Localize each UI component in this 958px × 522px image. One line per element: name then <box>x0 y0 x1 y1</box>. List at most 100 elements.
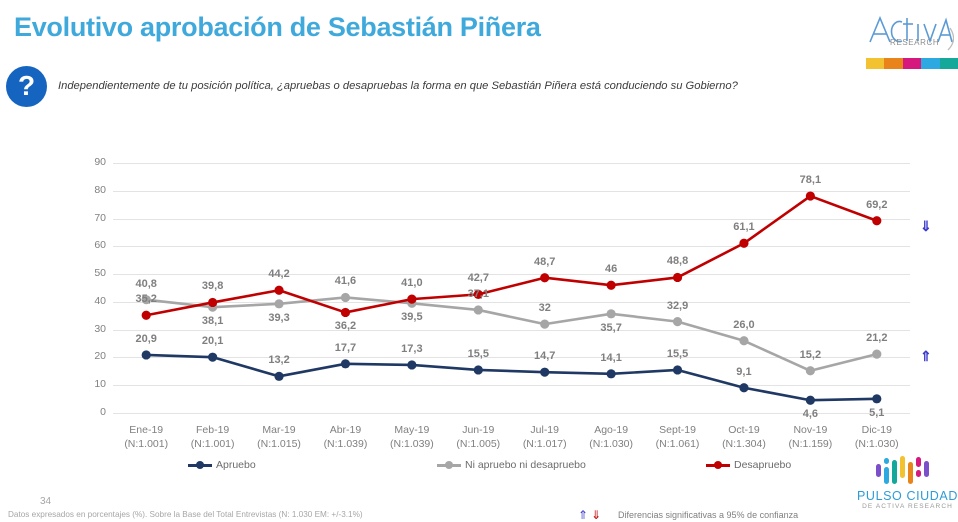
data-point-label: 69,2 <box>866 198 888 211</box>
data-point-label: 32 <box>538 302 551 315</box>
data-point-marker[interactable] <box>274 371 284 381</box>
pulso-ciudadano-logo: PULSO CIUDADANO DE ACTIVA RESEARCH <box>857 456 958 516</box>
x-axis-sample-size: (N:1.159) <box>788 438 833 450</box>
legend-label: Apruebo <box>216 459 256 471</box>
x-axis-sample-size: (N:1.304) <box>722 438 766 450</box>
x-axis-label-may-19: May-19 (N:1.039) <box>367 423 457 451</box>
activa-color-bar <box>866 58 958 69</box>
data-point-marker[interactable] <box>739 336 749 346</box>
chart-legend: Apruebo Ni apruebo ni desapruebo Desaprueb… <box>0 455 958 477</box>
data-point-label: 9,1 <box>736 365 752 378</box>
activa-research-logo: RESEARCH <box>866 8 954 70</box>
data-point-label: 26,0 <box>733 318 755 331</box>
y-axis-tick-20: 20 <box>94 350 106 363</box>
data-point-label: 20,9 <box>135 332 157 345</box>
data-point-marker[interactable] <box>141 350 151 360</box>
data-point-marker[interactable] <box>606 369 616 379</box>
data-point-marker[interactable] <box>805 395 815 405</box>
x-axis-sample-size: (N:1.030) <box>589 438 634 450</box>
data-point-marker[interactable] <box>606 280 616 290</box>
data-point-marker[interactable] <box>540 367 550 377</box>
significance-arrows-icon: ⇑⇓ <box>578 508 604 522</box>
data-point-label: 20,1 <box>201 335 224 348</box>
data-point-marker[interactable] <box>407 360 417 370</box>
gridline-60 <box>113 246 910 248</box>
data-point-marker[interactable] <box>141 295 151 305</box>
x-axis-sample-size: (N:1.001) <box>190 438 235 450</box>
brand-color-segment-4 <box>939 58 958 69</box>
data-point-label: 41,6 <box>334 275 357 288</box>
data-point-marker[interactable] <box>672 317 683 327</box>
data-point-marker[interactable] <box>141 310 151 320</box>
data-point-marker[interactable] <box>340 292 351 303</box>
gridline-70 <box>113 218 910 220</box>
data-point-label: 35,2 <box>135 293 157 306</box>
legend-label: Ni apruebo ni desapruebo <box>465 459 586 471</box>
data-point-label: 78,1 <box>799 174 822 187</box>
y-axis-tick-0: 0 <box>100 406 106 418</box>
gridline-20 <box>113 357 910 359</box>
ni-apruebo-significant-increase-icon: ⇑ <box>920 348 932 364</box>
data-point-marker[interactable] <box>805 366 815 376</box>
question-mark-glyph: ? <box>17 69 36 101</box>
data-point-marker[interactable] <box>872 216 882 226</box>
data-point-marker[interactable] <box>473 305 483 315</box>
gridline-30 <box>113 329 910 331</box>
data-point-label: 13,2 <box>268 354 290 367</box>
data-point-marker[interactable] <box>805 191 815 201</box>
y-axis-tick-50: 50 <box>94 267 106 280</box>
data-point-marker[interactable] <box>407 294 417 304</box>
x-axis-period: Mar-19 <box>262 424 296 436</box>
data-point-marker[interactable] <box>208 297 218 308</box>
data-point-label: 40,8 <box>135 277 157 290</box>
brand-color-segment-0 <box>866 58 885 69</box>
data-point-marker[interactable] <box>340 307 351 318</box>
data-point-marker[interactable] <box>672 272 683 283</box>
gridline-0 <box>113 413 910 414</box>
data-point-label: 15,5 <box>666 347 689 360</box>
data-point-label: 38,1 <box>201 315 224 328</box>
data-point-marker[interactable] <box>739 383 749 393</box>
y-axis-tick-90: 90 <box>94 156 106 168</box>
legend-item-desapruebo[interactable]: Desapruebo <box>706 459 791 471</box>
legend-swatch-icon <box>188 460 212 470</box>
x-axis-sample-size: (N:1.017) <box>522 438 567 450</box>
data-point-label: 14,7 <box>533 350 556 363</box>
x-axis-period: Dic-19 <box>861 424 892 436</box>
y-axis-tick-10: 10 <box>94 378 106 391</box>
legend-item-ni-apruebo-ni-desapruebo[interactable]: Ni apruebo ni desapruebo <box>437 459 586 471</box>
x-axis-label-abr-19: Abr-19 (N:1.039) <box>300 423 390 451</box>
brand-color-segment-3 <box>921 58 940 69</box>
x-axis-period: Ago-19 <box>594 424 629 436</box>
data-point-marker[interactable] <box>872 349 882 359</box>
data-point-label: 21,2 <box>866 332 888 345</box>
question-mark-icon: ? <box>6 66 47 107</box>
data-point-marker[interactable] <box>739 238 749 248</box>
data-point-marker[interactable] <box>340 359 351 369</box>
series-line-apruebo <box>144 353 879 402</box>
data-point-marker[interactable] <box>274 299 284 309</box>
data-point-marker[interactable] <box>540 319 550 329</box>
data-point-label: 39,8 <box>201 280 224 293</box>
x-axis-period: Ene-19 <box>129 424 164 436</box>
x-axis-period: Oct-19 <box>728 424 760 436</box>
data-point-marker[interactable] <box>473 365 483 375</box>
activa-research-subtext: RESEARCH <box>890 38 940 47</box>
data-point-marker[interactable] <box>606 309 616 319</box>
legend-item-apruebo[interactable]: Apruebo <box>188 459 256 471</box>
data-point-marker[interactable] <box>540 273 550 283</box>
data-point-marker[interactable] <box>672 365 683 375</box>
x-axis-label-jun-19: Jun-19 (N:1.005) <box>433 423 523 451</box>
data-point-marker[interactable] <box>208 352 218 362</box>
survey-question-text: Independientemente de tu posición políti… <box>58 80 738 92</box>
gridline-80 <box>113 190 910 192</box>
data-point-marker[interactable] <box>274 285 284 295</box>
data-point-label: 5,1 <box>869 406 885 419</box>
x-axis-label-feb-19: Feb-19 (N:1.001) <box>168 423 258 451</box>
data-point-marker[interactable] <box>473 289 483 299</box>
legend-label: Desapruebo <box>734 459 792 471</box>
gridline-10 <box>113 385 910 387</box>
data-point-marker[interactable] <box>872 394 882 404</box>
data-point-label: 48,8 <box>666 255 689 268</box>
series-line-ni-apruebo-ni-desapruebo <box>144 296 879 373</box>
